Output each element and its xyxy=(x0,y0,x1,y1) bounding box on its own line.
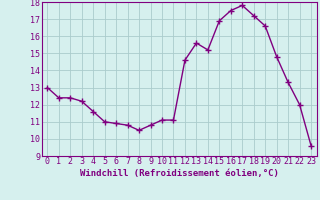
X-axis label: Windchill (Refroidissement éolien,°C): Windchill (Refroidissement éolien,°C) xyxy=(80,169,279,178)
